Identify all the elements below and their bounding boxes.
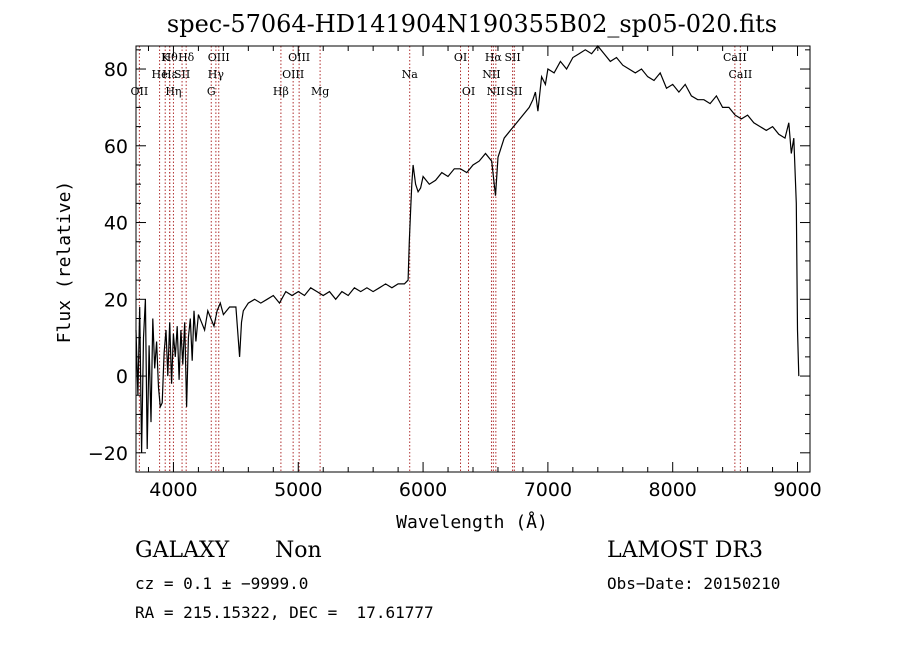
line-label: OIII xyxy=(288,51,310,64)
ra-dec-coordinates: RA = 215.15322, DEC = 17.61777 xyxy=(135,603,434,622)
line-label: SII xyxy=(506,85,522,98)
x-tick-label: 4000 xyxy=(149,479,197,501)
y-tick-label: 0 xyxy=(116,366,128,388)
x-axis-ticks: 4000 5000 6000 7000 8000 9000 xyxy=(147,46,822,501)
survey-name: LAMOST DR3 xyxy=(607,538,763,563)
line-label: OIII xyxy=(282,68,304,81)
y-axis-label: Flux (relative) xyxy=(54,181,75,344)
y-axis-ticks: −20 0 20 40 60 80 xyxy=(88,49,810,465)
redshift-cz: cz = 0.1 ± −9999.0 xyxy=(135,574,309,593)
line-label: OII xyxy=(131,85,149,98)
line-label: CaII xyxy=(729,68,753,81)
line-label: Hθ xyxy=(162,51,179,64)
x-tick-label: 7000 xyxy=(524,479,572,501)
line-label: G xyxy=(207,85,216,98)
line-label: Mg xyxy=(311,85,329,98)
line-label: Na xyxy=(402,68,419,81)
flux-series-line xyxy=(135,45,800,453)
x-tick-label: 5000 xyxy=(274,479,322,501)
observation-date: Obs−Date: 20150210 xyxy=(607,574,781,593)
line-label: K xyxy=(161,51,170,64)
x-tick-label: 9000 xyxy=(773,479,821,501)
line-label: CaII xyxy=(723,51,747,64)
line-label: OIII xyxy=(208,51,230,64)
line-label: Hη xyxy=(165,85,181,98)
spectral-line-markers xyxy=(138,46,741,472)
chart-title: spec-57064-HD141904N190355B02_sp05-020.f… xyxy=(167,10,777,38)
line-label: NII xyxy=(482,68,500,81)
line-label: Hα xyxy=(485,51,503,64)
line-label: Hγ xyxy=(208,68,225,81)
object-class: GALAXY xyxy=(135,538,230,563)
line-label: SII xyxy=(504,51,520,64)
y-tick-label: −20 xyxy=(88,443,128,465)
y-tick-label: 80 xyxy=(104,59,128,81)
line-label: Hβ xyxy=(273,85,289,98)
line-label: He xyxy=(152,68,168,81)
y-tick-label: 60 xyxy=(104,136,128,158)
line-label: NII xyxy=(487,85,505,98)
plot-frame xyxy=(135,45,811,473)
line-label: OI xyxy=(462,85,475,98)
line-label: Hε xyxy=(162,68,178,81)
x-tick-label: 6000 xyxy=(399,479,447,501)
x-axis-label: Wavelength (Å) xyxy=(396,511,548,533)
line-label: Hδ xyxy=(178,51,195,64)
x-tick-label: 8000 xyxy=(649,479,697,501)
line-label: SII xyxy=(174,68,190,81)
line-label: OI xyxy=(454,51,467,64)
y-tick-label: 20 xyxy=(104,289,128,311)
y-tick-label: 40 xyxy=(104,213,128,235)
object-subclass: Non xyxy=(275,538,322,563)
